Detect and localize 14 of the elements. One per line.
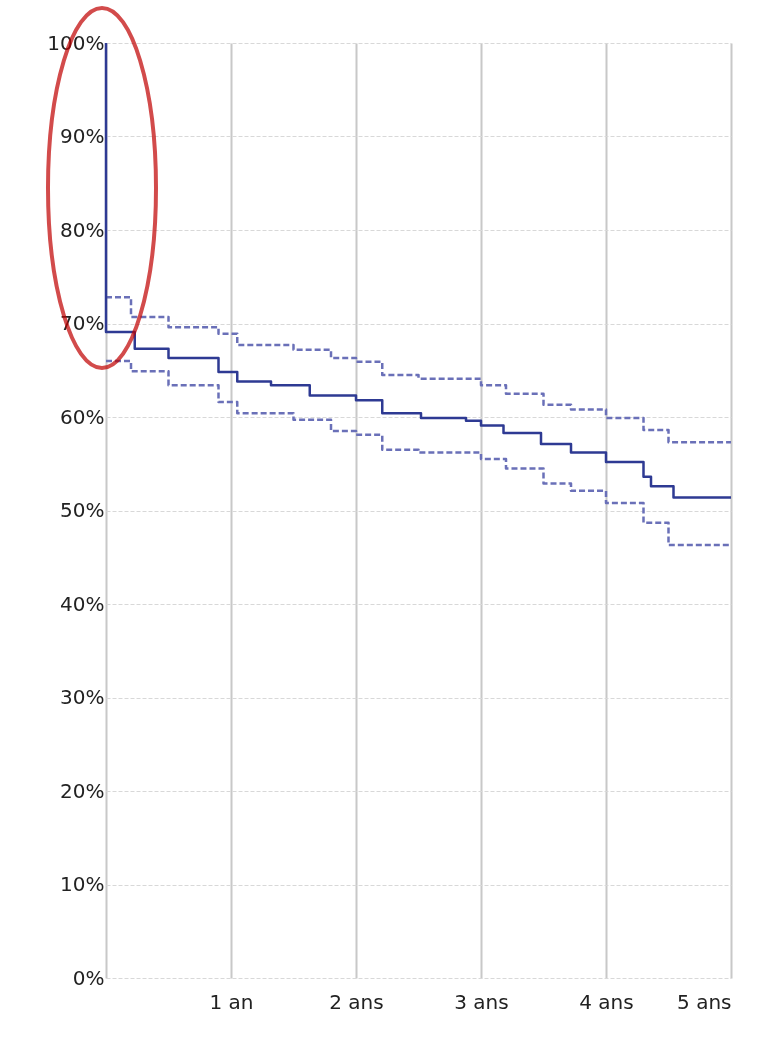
y-tick-label: 0% [72, 965, 105, 990]
x-tick-label: 2 ans [329, 989, 384, 1014]
y-tick-label: 50% [60, 498, 105, 522]
y-tick-label: 80% [60, 217, 105, 242]
y-tick-label: 40% [60, 591, 105, 616]
x-tick-label: 4 ans [579, 989, 634, 1014]
x-tick-label: 1 an [209, 989, 254, 1014]
x-tick-label: 5 ans [677, 989, 732, 1014]
y-tick-label: 10% [60, 872, 105, 896]
y-tick-label: 90% [60, 124, 105, 148]
y-tick-label: 20% [60, 778, 105, 803]
y-tick-label: 30% [60, 685, 105, 709]
y-tick-label: 60% [60, 404, 105, 429]
x-tick-label: 3 ans [454, 989, 509, 1014]
